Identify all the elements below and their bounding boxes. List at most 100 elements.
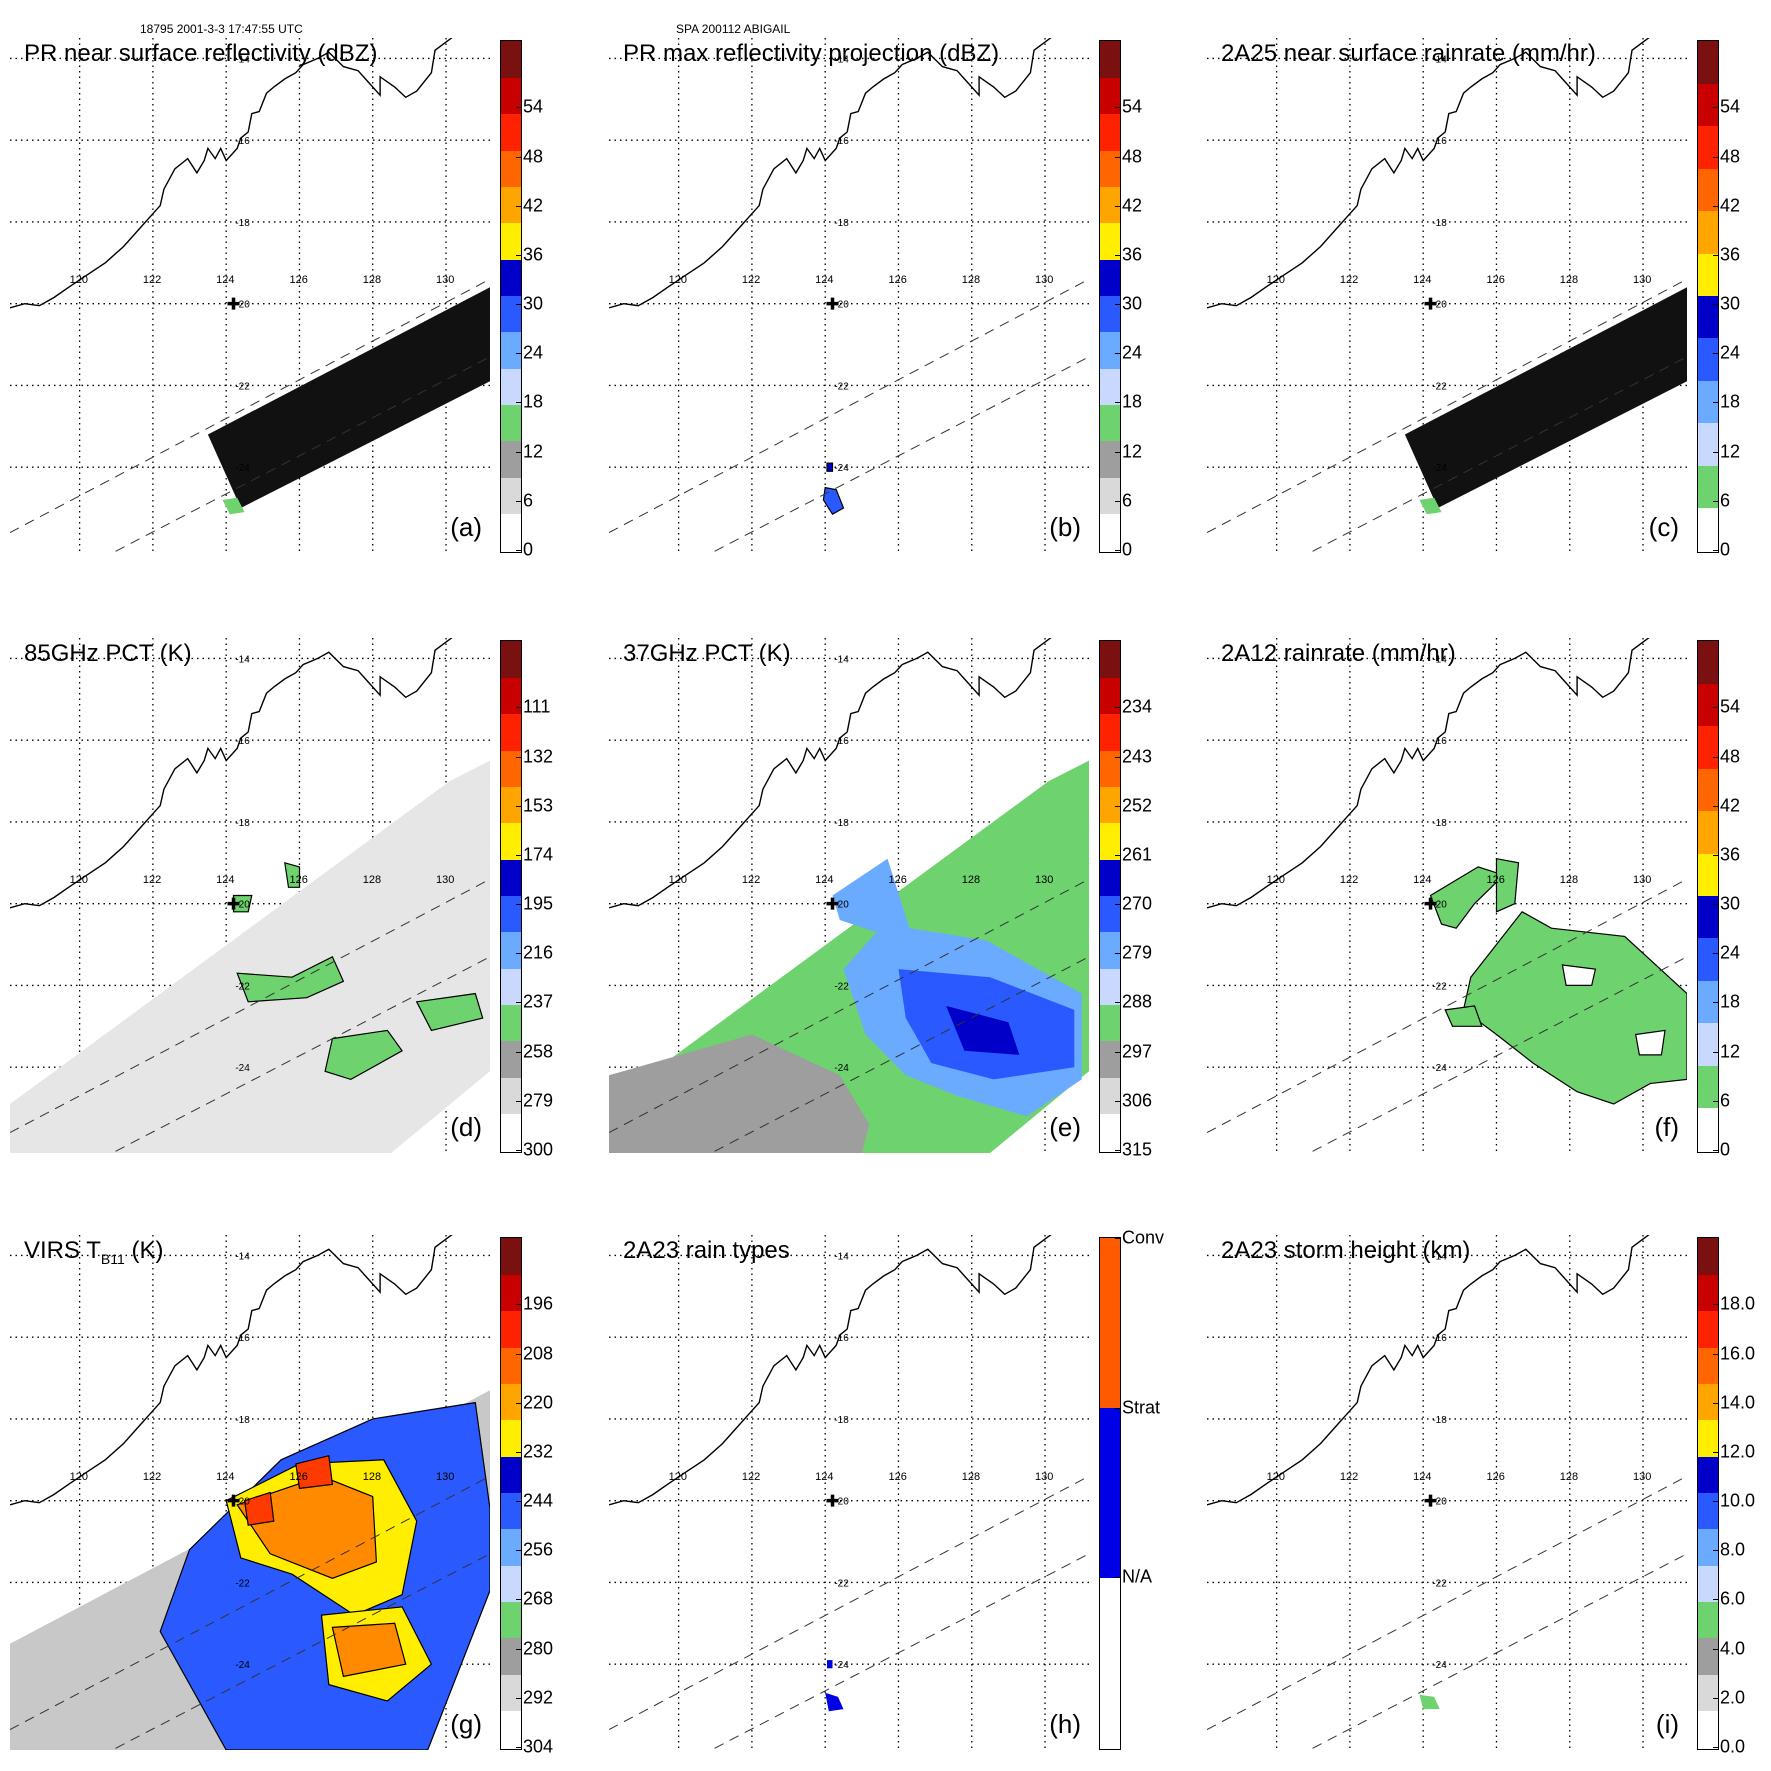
colorbar-swatch xyxy=(501,1004,521,1042)
warm-surface-area xyxy=(609,1034,870,1153)
colorbar-tick-label: 30 xyxy=(1122,293,1143,314)
lon-label: 128 xyxy=(1560,874,1578,886)
colorbar-tick-label: 258 xyxy=(523,1041,554,1062)
colorbar-tick-mark xyxy=(1713,953,1718,955)
lat-label: -20 xyxy=(235,900,250,911)
coastline xyxy=(10,638,453,909)
storm-center-marker xyxy=(826,297,839,310)
colorbar-tick-mark xyxy=(1713,1550,1718,1552)
swath-edge-line xyxy=(609,1475,1089,1731)
colorbar-tick-mark xyxy=(516,1304,521,1306)
swath-edge-line xyxy=(111,1553,490,1750)
colorbar-swatch xyxy=(501,440,521,478)
colorbar-tick-label: 54 xyxy=(1720,696,1741,717)
colorbar-swatch xyxy=(1698,641,1718,684)
colorbar-tick-label: 18 xyxy=(1122,391,1143,412)
colorbar-tick-label: 24 xyxy=(1720,342,1741,363)
colorbar-tick-mark xyxy=(1713,107,1718,109)
lat-label: -18 xyxy=(1432,818,1447,829)
colorbar-swatch xyxy=(1100,41,1120,78)
panel-title-text: 85GHz PCT (K) xyxy=(24,640,192,667)
colorbar-swatch xyxy=(501,1310,521,1348)
colorbar-swatch xyxy=(501,1238,521,1275)
colorbar-tick-label: 48 xyxy=(523,146,544,167)
colorbar-tick-label: 42 xyxy=(1720,795,1741,816)
panel-title-text: 2A12 rainrate (mm/hr) xyxy=(1221,640,1456,667)
header-orbit-time: 18795 2001-3-3 17:47:55 UTC xyxy=(140,22,303,36)
colorbar-swatch xyxy=(1698,1492,1718,1530)
map-panel-i: 120 122 124 126 128 130 -14 -16 -18 -20 -22 -24 2A23… xyxy=(1207,1235,1687,1750)
lat-label: -14 xyxy=(235,54,250,65)
lon-label: 126 xyxy=(1486,1471,1504,1483)
colorbar-tick-mark xyxy=(1713,1100,1718,1102)
lat-label: -24 xyxy=(834,1660,849,1671)
colorbar-tick-label: 2.0 xyxy=(1720,1687,1746,1708)
colorbar-swatch xyxy=(1100,641,1120,678)
lon-label: 124 xyxy=(1413,1471,1431,1483)
lat-label: -14 xyxy=(834,1251,849,1262)
colorbar-tick-mark xyxy=(1115,451,1120,453)
colorbar-tick-label: 6.0 xyxy=(1720,1588,1746,1609)
colorbar-tick-label: 42 xyxy=(1720,195,1741,216)
colorbar-tick-mark xyxy=(1713,756,1718,758)
lon-label: 124 xyxy=(216,274,234,286)
lon-label: 126 xyxy=(1486,874,1504,886)
colorbar-tick-label: 30 xyxy=(1720,893,1741,914)
panel-letter: (h) xyxy=(1049,1709,1081,1739)
map-canvas: 120 122 124 126 128 130 -14 -16 -18 -20 -22 -24 xyxy=(609,38,1089,553)
colorbar-swatch xyxy=(501,786,521,824)
colorbar-swatch xyxy=(501,713,521,751)
lat-label: -22 xyxy=(235,981,250,992)
colorbar-swatch xyxy=(1698,168,1718,212)
colorbar-swatch xyxy=(1100,368,1120,406)
colorbar-swatch xyxy=(501,750,521,787)
colorbar-tick-mark xyxy=(516,1697,521,1699)
colorbar-swatch xyxy=(1100,713,1120,751)
coldest-top-area xyxy=(295,1454,334,1490)
map-panel-c: 120 122 124 126 128 130 -14 -16 -18 -20 -22 -24 2A25… xyxy=(1207,38,1687,553)
colorbar-tick-label: Conv xyxy=(1122,1227,1165,1248)
stratiform-area xyxy=(827,1660,833,1669)
colorbar-swatch xyxy=(501,895,521,933)
storm-center-marker xyxy=(1424,297,1437,310)
colorbar-swatch xyxy=(1698,980,1718,1024)
colorbar-swatch xyxy=(501,1274,521,1312)
cold-cloud-area xyxy=(284,861,301,888)
colorbar-tick-label: 0 xyxy=(1720,1139,1731,1160)
colorbar-swatch xyxy=(1698,1065,1718,1109)
colorbar-tick-mark xyxy=(516,953,521,955)
colorbar-tick-label: 18 xyxy=(523,391,544,412)
colorbar-tick-mark xyxy=(1713,451,1718,453)
colorbar-tick-label: 243 xyxy=(1122,746,1153,767)
coastline xyxy=(609,38,1052,309)
colorbar-swatch xyxy=(1100,895,1120,933)
swath-edge-line xyxy=(1308,956,1687,1153)
coastline xyxy=(1207,38,1650,309)
panel-letter: (a) xyxy=(450,512,482,542)
colorbar-swatch xyxy=(501,1492,521,1530)
colorbar-swatch xyxy=(1100,477,1120,515)
colorbar-tick-mark xyxy=(516,707,521,709)
colorbar-tick-label: 174 xyxy=(523,844,554,865)
colorbar-swatch xyxy=(1698,853,1718,896)
colorbar-swatch xyxy=(501,677,521,715)
colorbar-swatch xyxy=(1100,1077,1120,1115)
colorbar-tick-label: 48 xyxy=(1720,746,1741,767)
colorbar-tick-mark xyxy=(1115,402,1120,404)
colorbar-swatch xyxy=(501,259,521,296)
lat-label: -16 xyxy=(235,736,250,747)
colorbar-a: 0 6 12 18 24 30 36 42 48 54 xyxy=(500,40,543,560)
colorbar-tick-label: 12.0 xyxy=(1720,1441,1756,1462)
panel-title-text: 37GHz PCT (K) xyxy=(623,640,791,667)
colorbar-tick-label: 300 xyxy=(523,1139,554,1160)
light-echo-area xyxy=(222,497,245,515)
colorbar-swatch xyxy=(1698,1238,1718,1275)
colorbar-tick-mark xyxy=(1115,500,1120,502)
map-canvas: 120 122 124 126 128 130 -14 -16 -18 -20 -22 -24 xyxy=(10,1235,490,1750)
lon-label: 122 xyxy=(1340,274,1358,286)
scattering-core xyxy=(946,1005,1020,1055)
colorbar-tick-mark xyxy=(1115,205,1120,207)
colorbar-swatch xyxy=(1698,422,1718,466)
lon-label: 122 xyxy=(742,1471,760,1483)
colorbar-tick-mark xyxy=(516,500,521,502)
